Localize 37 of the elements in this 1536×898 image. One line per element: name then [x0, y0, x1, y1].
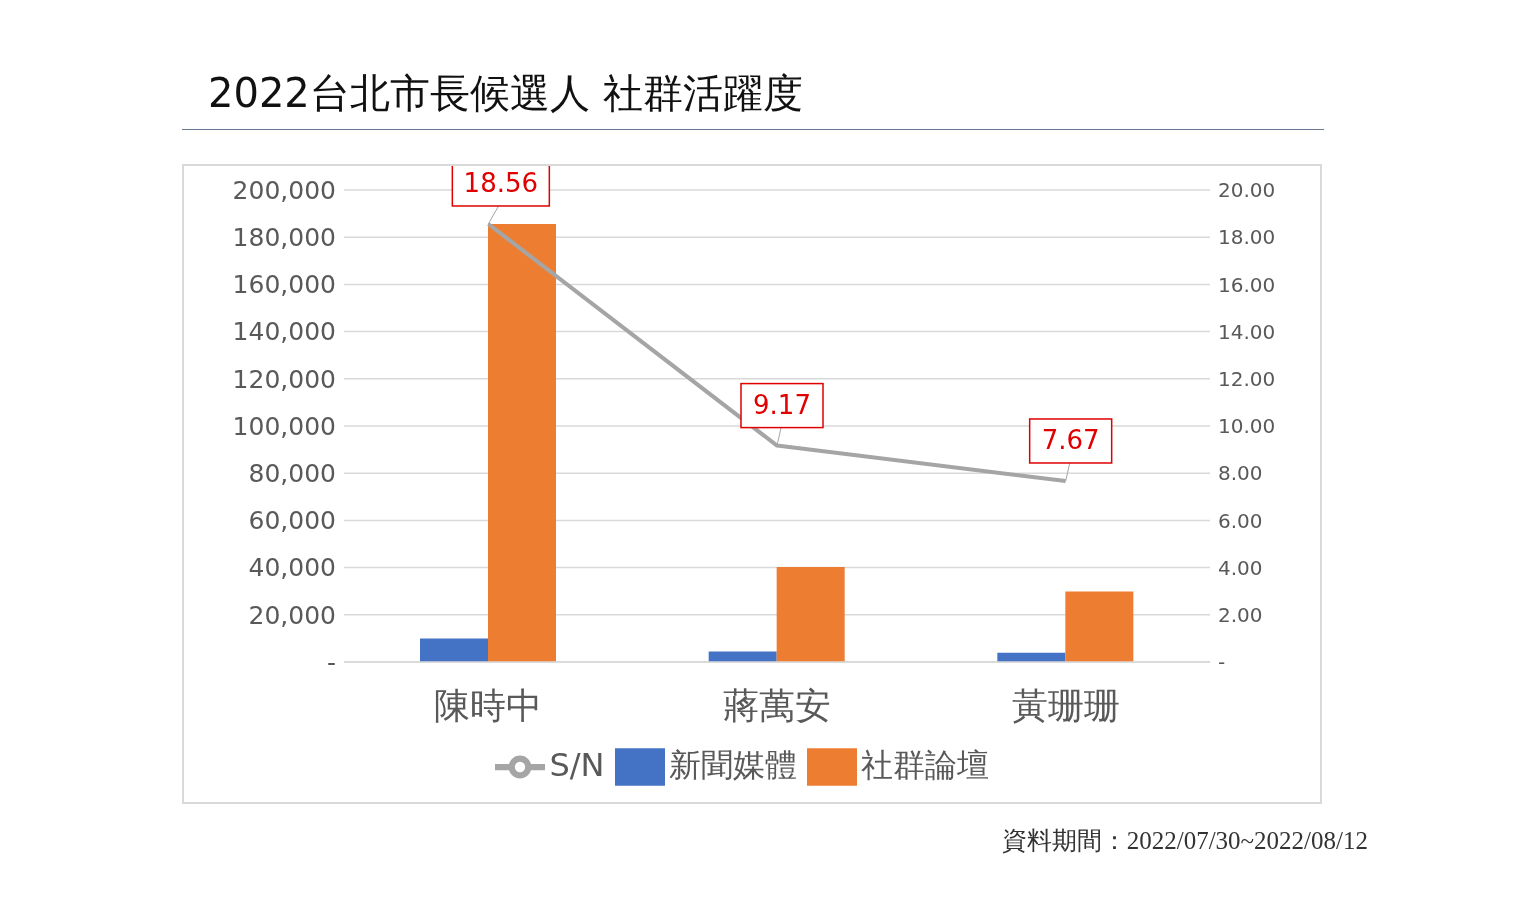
y2-tick-label: - [1218, 650, 1226, 675]
bar [1065, 591, 1134, 662]
bar [776, 566, 845, 662]
y-tick-label: 180,000 [232, 223, 336, 253]
x-tick-label: 蔣萬安 [723, 684, 831, 726]
y2-tick-label: 4.00 [1218, 555, 1263, 580]
y2-tick-label: 6.00 [1218, 508, 1263, 533]
y-tick-label: 200,000 [232, 175, 336, 205]
y2-tick-label: 14.00 [1218, 319, 1276, 344]
y-tick-label: 140,000 [232, 317, 336, 347]
y2-tick-label: 10.00 [1218, 414, 1276, 439]
legend-label: 社群論壇 [860, 746, 989, 784]
y-tick-label: 160,000 [232, 270, 336, 300]
y-tick-label: - [326, 647, 336, 677]
chart-title: 2022台北市長候選人 社群活躍度 [208, 69, 803, 118]
y-tick-label: 120,000 [232, 364, 336, 394]
y-tick-label: 80,000 [248, 459, 336, 489]
x-tick-label: 陳時中 [434, 684, 543, 726]
y2-tick-label: 12.00 [1218, 366, 1276, 391]
y-tick-label: 60,000 [248, 506, 336, 536]
y2-tick-label: 2.00 [1218, 602, 1263, 627]
data-label: 9.17 [753, 389, 811, 420]
y-tick-label: 40,000 [248, 553, 336, 583]
y-tick-label: 20,000 [248, 600, 336, 630]
y2-tick-label: 16.00 [1218, 272, 1276, 297]
y2-tick-label: 20.00 [1218, 178, 1276, 203]
data-label: 7.67 [1041, 424, 1100, 455]
bar [420, 638, 488, 662]
y2-tick-label: 18.00 [1218, 225, 1276, 250]
text: 資料期間：2022/07/30~2022/08/12 [1001, 826, 1368, 856]
y-tick-label: 100,000 [232, 411, 336, 441]
legend-label: 新聞媒體 [668, 746, 797, 784]
y2-tick-label: 8.00 [1218, 461, 1263, 486]
data-label: 18.56 [463, 167, 539, 198]
x-tick-label: 黃珊珊 [1011, 684, 1120, 726]
legend-label: S/N [549, 746, 605, 784]
bar [488, 223, 556, 662]
